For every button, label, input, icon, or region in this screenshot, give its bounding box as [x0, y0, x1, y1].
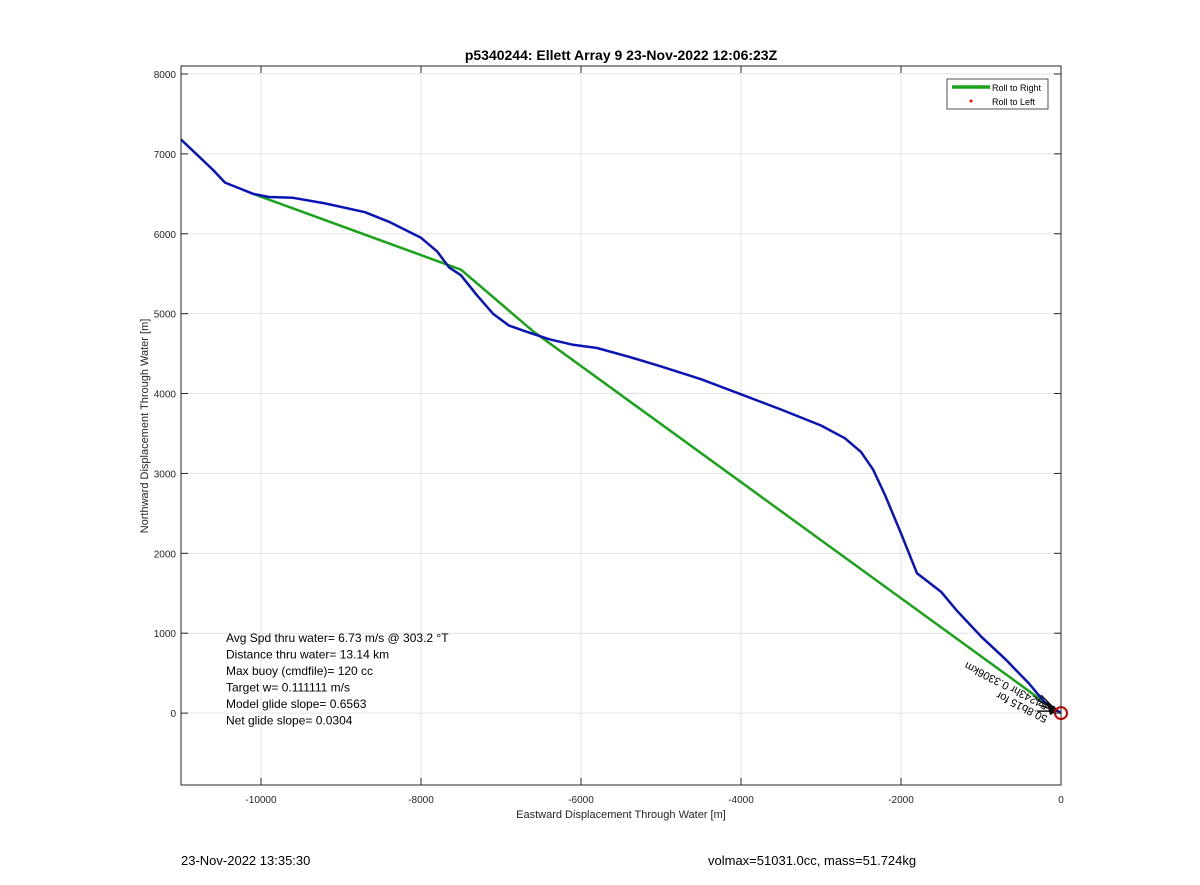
x-tick-label: -4000: [728, 795, 754, 806]
chart-title: p5340244: Ellett Array 9 23-Nov-2022 12:…: [465, 47, 778, 63]
annotation-line: Model glide slope= 0.6563: [226, 697, 367, 711]
annotation-line: Target w= 0.111111 m/s: [226, 681, 350, 695]
y-tick-label: 0: [170, 709, 176, 720]
axis-ticks: -10000 -8000 -6000 -4000 -2000 0 0 1000 2000 3000…: [154, 66, 1064, 806]
y-tick-label: 5000: [154, 310, 177, 321]
stats-annotation: Avg Spd thru water= 6.73 m/s @ 303.2 °T D…: [226, 631, 449, 728]
y-tick-label: 4000: [154, 390, 177, 401]
legend-label-roll-left: Roll to Left: [992, 97, 1036, 107]
y-tick-label: 3000: [154, 469, 177, 480]
y-tick-label: 7000: [154, 150, 177, 161]
legend-box: [946, 78, 1049, 110]
legend: Roll to Right Roll to Left: [946, 78, 1049, 110]
footer-timestamp: 23-Nov-2022 13:35:30: [181, 853, 311, 868]
y-tick-label: 8000: [154, 70, 177, 81]
annotation-line: Avg Spd thru water= 6.73 m/s @ 303.2 °T: [226, 631, 449, 645]
annotation-line: Max buoy (cmdfile)= 120 cc: [226, 664, 373, 678]
x-tick-label: -6000: [568, 795, 594, 806]
y-tick-label: 6000: [154, 230, 177, 241]
x-tick-label: -8000: [408, 795, 434, 806]
axes-frame: [180, 65, 1062, 786]
x-tick-label: 0: [1058, 795, 1064, 806]
y-axis-label: Northward Displacement Through Water [m]: [139, 319, 151, 534]
series-line-glider-track: [180, 138, 1062, 715]
legend-swatch-roll-left: [969, 99, 973, 103]
footer-info: volmax=51031.0cc, mass=51.724kg: [708, 853, 917, 868]
x-tick-label: -10000: [245, 795, 277, 806]
plot-lines: [180, 138, 1062, 715]
displacement-arrow: [1040, 694, 1058, 712]
x-tick-label: -2000: [888, 795, 914, 806]
annotation-line: Distance thru water= 13.14 km: [226, 648, 389, 662]
y-tick-label: 1000: [154, 629, 177, 640]
annotation-line: Net glide slope= 0.0304: [226, 714, 353, 728]
x-axis-label: Eastward Displacement Through Water [m]: [516, 809, 726, 821]
y-tick-label: 2000: [154, 549, 177, 560]
legend-label-roll-right: Roll to Right: [992, 83, 1042, 93]
